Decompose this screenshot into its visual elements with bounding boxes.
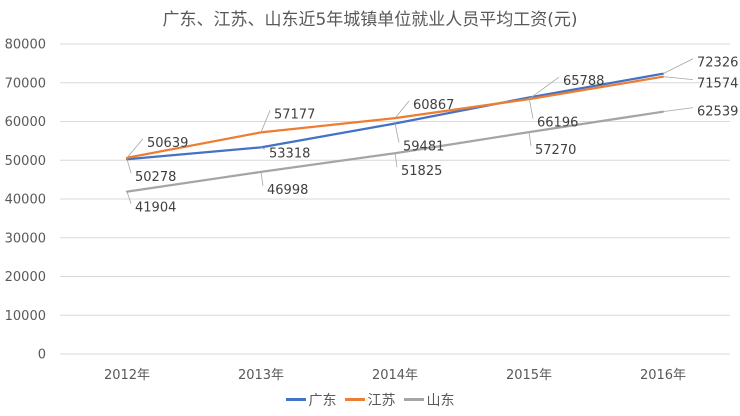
data-label-leader (126, 191, 132, 204)
data-label: 46998 (267, 183, 308, 198)
data-label: 53318 (269, 146, 310, 161)
x-tick-label: 2015年 (506, 368, 552, 383)
data-label: 51825 (401, 164, 442, 179)
data-label: 57270 (535, 143, 576, 158)
data-label: 41904 (135, 201, 176, 216)
data-label: 66196 (537, 115, 578, 130)
x-tick-label: 2012年 (104, 368, 150, 383)
data-label-leader (394, 153, 398, 168)
y-tick-label: 20000 (5, 270, 46, 285)
data-label: 65788 (563, 74, 604, 89)
legend-item: 山东 (403, 390, 455, 410)
data-label-leader (126, 159, 132, 174)
y-tick-label: 50000 (5, 154, 46, 169)
y-tick-label: 80000 (5, 38, 46, 53)
data-label: 62539 (697, 105, 738, 120)
data-label-leader (394, 123, 400, 143)
data-label: 50278 (135, 170, 176, 185)
legend-item: 江苏 (344, 390, 396, 410)
data-label: 60867 (413, 98, 454, 113)
data-label-leader (260, 171, 264, 186)
data-label-leader (662, 107, 694, 113)
legend-swatch (344, 398, 365, 401)
data-label-leader (662, 76, 694, 81)
data-label: 57177 (274, 107, 315, 122)
legend-label: 广东 (308, 392, 337, 409)
legend-label: 江苏 (367, 392, 396, 409)
data-label-leader (394, 100, 410, 119)
data-label-leader (528, 132, 532, 147)
x-tick-label: 2013年 (238, 368, 284, 383)
data-label: 59481 (403, 140, 444, 155)
data-label: 50639 (147, 136, 188, 151)
chart-title: 广东、江苏、山东近5年城镇单位就业人员平均工资(元) (162, 10, 578, 30)
y-tick-label: 10000 (5, 309, 46, 324)
legend: 广东 江苏 山东 (0, 389, 740, 410)
y-tick-label: 60000 (5, 115, 46, 130)
y-tick-label: 30000 (5, 231, 46, 246)
y-tick-label: 40000 (5, 193, 46, 208)
series-line-1 (125, 72, 665, 161)
data-label-leader (260, 147, 266, 150)
line-chart: 0 10000 20000 30000 40000 50000 60000 70000 8000… (5, 38, 739, 384)
y-tick-label: 0 (38, 348, 46, 363)
legend-swatch (403, 398, 424, 401)
legend-label: 山东 (426, 392, 455, 409)
legend-swatch (285, 398, 306, 401)
data-label: 72326 (697, 56, 738, 71)
x-tick-label: 2014年 (372, 368, 418, 383)
data-label-leader (528, 76, 560, 100)
data-label-leader (662, 58, 694, 75)
data-label-leader (126, 138, 144, 159)
x-tick-label: 2016年 (640, 368, 686, 383)
data-label-leader (260, 110, 271, 133)
y-tick-label: 70000 (5, 76, 46, 91)
data-label-leader (528, 97, 534, 119)
data-label: 71574 (697, 77, 738, 92)
legend-item: 广东 (285, 390, 337, 410)
